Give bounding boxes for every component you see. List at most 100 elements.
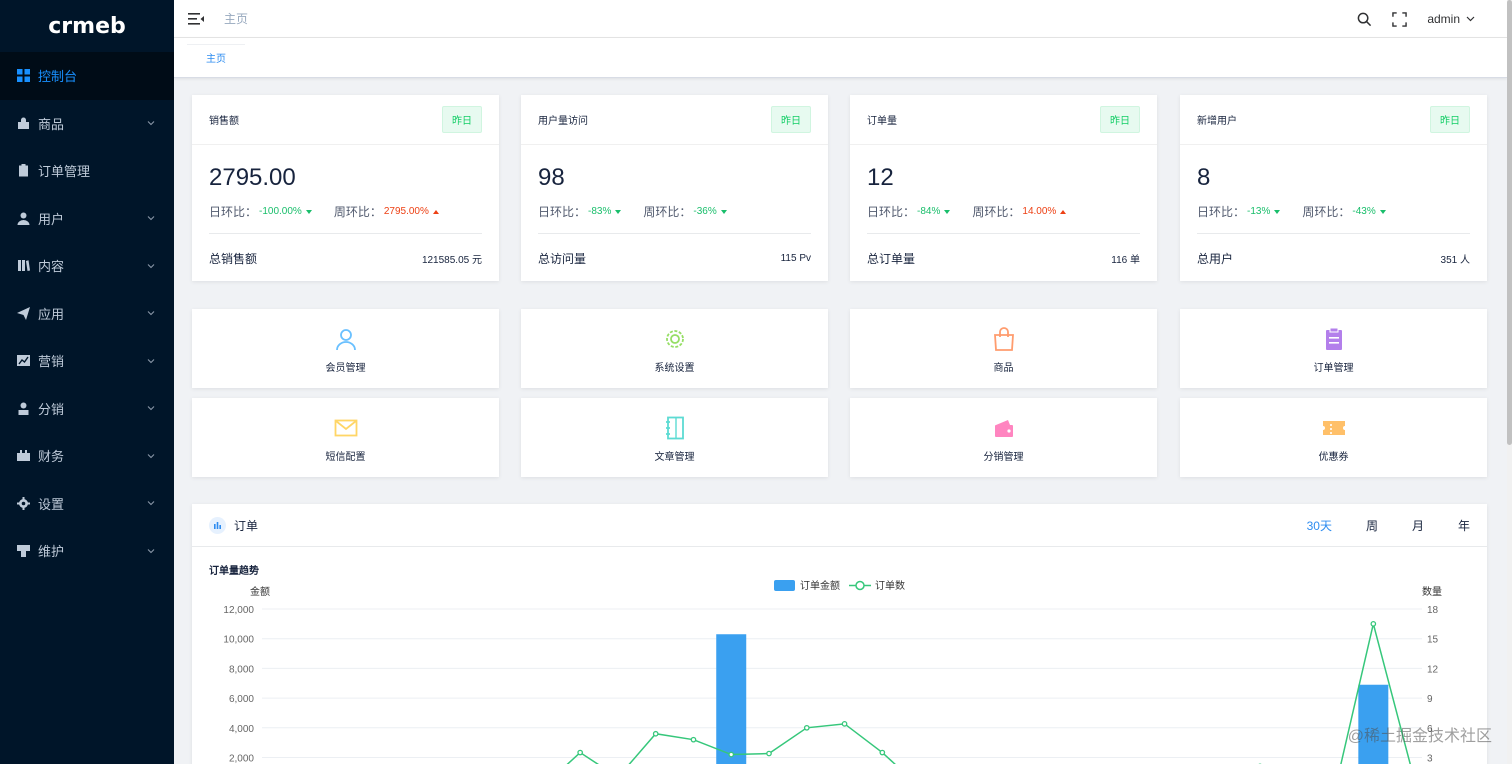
week-compare-value: -43% — [1352, 206, 1376, 217]
chart-title: 订单量趋势 — [209, 564, 259, 577]
period-option[interactable]: 周 — [1365, 519, 1378, 533]
bar — [716, 634, 747, 764]
chevron-down-icon — [147, 358, 155, 364]
shortcut-card[interactable]: 短信配置 — [192, 398, 499, 477]
y-tick-label-left: 12,000 — [223, 605, 254, 616]
legend-label: 订单金额 — [800, 579, 840, 592]
shortcut-label: 短信配置 — [325, 452, 366, 463]
sidebar: crmeb 控制台 商品 订单管理 用户 内容 应用 营销 分销 财务 设置 维护 — [0, 0, 174, 764]
day-compare-label: 日环比： — [1197, 205, 1246, 219]
bar-chart-icon — [209, 516, 226, 534]
wallet-icon — [994, 420, 1013, 437]
search-icon[interactable] — [1357, 12, 1372, 27]
shortcut-card[interactable]: 订单管理 — [1180, 309, 1487, 388]
order-chart-card: 订单 30天 周 月 年 订单量趋势 金额 数量 订单金额 订单数 12,000 18 10,000… — [192, 504, 1487, 764]
chevron-down-icon — [147, 263, 155, 269]
y-tick-label-right: 18 — [1427, 605, 1439, 616]
chevron-down-icon — [147, 311, 155, 316]
day-compare-label: 日环比： — [867, 205, 916, 219]
sidebar-menu: 控制台 商品 订单管理 用户 内容 应用 营销 分销 财务 设置 维护 — [0, 52, 174, 575]
line-point — [728, 751, 735, 758]
total-value: 351 人 — [1440, 255, 1470, 266]
shortcut-card[interactable]: 商品 — [850, 309, 1157, 388]
shortcut-card[interactable]: 分销管理 — [850, 398, 1157, 477]
day-compare-label: 日环比： — [209, 205, 258, 219]
total-label: 总销售额 — [209, 252, 258, 266]
sidebar-item-7[interactable]: 分销 — [0, 385, 174, 433]
trend-arrow-icon — [944, 209, 951, 214]
day-compare-value: -83% — [588, 206, 612, 217]
scrollbar-thumb[interactable] — [1507, 0, 1512, 445]
watermark: @稀土掘金技术社区 — [1347, 728, 1492, 745]
clipboard-icon — [17, 164, 30, 177]
stat-card: 用户量访问 昨日 98 日环比： -83% 周环比： -36% 总访问量 115 P… — [521, 95, 828, 281]
logo[interactable]: crmeb — [48, 13, 126, 39]
shortcut-label: 商品 — [993, 363, 1014, 374]
sidebar-item-8[interactable]: 财务 — [0, 432, 174, 480]
send-icon — [17, 306, 30, 320]
day-compare-value: -13% — [1247, 206, 1271, 217]
total-label: 总订单量 — [867, 252, 916, 266]
sidebar-item-10[interactable]: 维护 — [0, 527, 174, 575]
member-icon — [335, 329, 356, 351]
legend-line-marker — [855, 580, 865, 591]
chevron-down-icon — [147, 548, 155, 554]
tag-home[interactable]: 主页 — [187, 44, 245, 69]
period-option[interactable]: 月 — [1411, 519, 1424, 533]
day-compare-value: -100.00% — [259, 206, 302, 217]
shortcut-card[interactable]: 系统设置 — [521, 309, 828, 388]
line-point — [1370, 621, 1377, 627]
sidebar-item-4[interactable]: 内容 — [0, 242, 174, 290]
hamburger-icon[interactable] — [188, 12, 204, 26]
line-point — [652, 730, 659, 737]
trend-arrow-icon — [432, 209, 439, 214]
y-tick-label-left: 6,000 — [229, 694, 254, 705]
sidebar-item-1[interactable]: 商品 — [0, 100, 174, 148]
shortcut-label: 会员管理 — [325, 363, 366, 374]
gear-icon — [17, 496, 30, 510]
stat-compare: 日环比： -83% 周环比： -36% — [538, 203, 727, 220]
sidebar-item-0[interactable]: 控制台 — [0, 52, 174, 100]
fullscreen-icon[interactable] — [1392, 11, 1408, 27]
stat-value: 2795.00 — [209, 164, 296, 191]
week-compare-label: 周环比： — [333, 205, 382, 219]
trend-arrow-icon — [720, 209, 727, 214]
line-point — [690, 736, 697, 743]
bag-icon — [17, 117, 30, 130]
sidebar-item-3[interactable]: 用户 — [0, 195, 174, 243]
page-scrollbar[interactable] — [1507, 0, 1512, 764]
sidebar-item-9[interactable]: 设置 — [0, 480, 174, 528]
shortcut-card[interactable]: 优惠券 — [1180, 398, 1487, 477]
line-point — [803, 724, 810, 731]
stat-card: 销售额 昨日 2795.00 日环比： -100.00% 周环比： 2795.00%… — [192, 95, 499, 281]
chevron-down-icon — [147, 501, 155, 506]
sidebar-item-2[interactable]: 订单管理 — [0, 147, 174, 195]
user-menu[interactable]: admin — [1427, 12, 1475, 26]
chart-card-header: 订单 30天 周 月 年 — [192, 504, 1487, 547]
chevron-down-icon — [1466, 16, 1475, 22]
sidebar-item-5[interactable]: 应用 — [0, 290, 174, 338]
shortcut-label: 系统设置 — [654, 363, 695, 374]
divider — [538, 233, 811, 234]
period-option[interactable]: 年 — [1457, 519, 1470, 533]
week-compare-label: 周环比： — [643, 205, 692, 219]
book-icon — [17, 259, 30, 272]
sidebar-item-6[interactable]: 营销 — [0, 337, 174, 385]
chart-card-title: 订单 — [234, 518, 259, 533]
shortcut-label: 分销管理 — [983, 452, 1024, 463]
period-badge: 昨日 — [1430, 106, 1470, 133]
y-tick-label-left: 10,000 — [223, 635, 254, 646]
legend-bar-swatch — [774, 580, 795, 591]
stat-card-header: 销售额 昨日 — [192, 95, 499, 145]
stat-title: 新增用户 — [1197, 116, 1237, 127]
week-compare-label: 周环比： — [972, 205, 1021, 219]
period-badge: 昨日 — [1100, 106, 1140, 133]
tags-view: 主页 — [174, 38, 1507, 78]
breadcrumb[interactable]: 主页 — [224, 12, 249, 26]
shortcut-card[interactable]: 文章管理 — [521, 398, 828, 477]
day-compare-label: 日环比： — [538, 205, 587, 219]
shortcut-card[interactable]: 会员管理 — [192, 309, 499, 388]
settings-icon — [665, 330, 684, 348]
period-option[interactable]: 30天 — [1306, 519, 1332, 533]
total-value: 121585.05 元 — [421, 255, 482, 266]
